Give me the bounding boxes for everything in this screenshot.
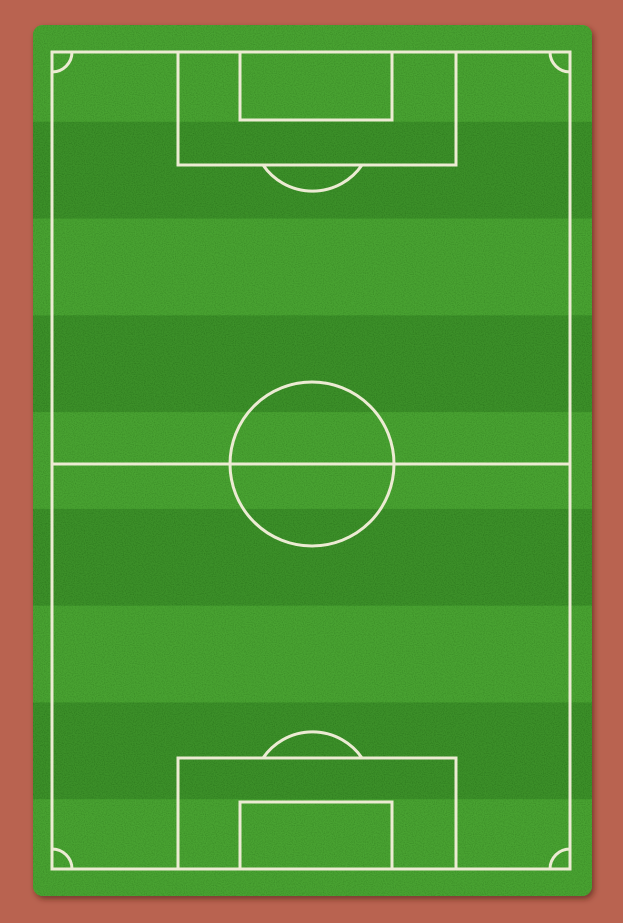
bottom-penalty-arc <box>261 730 364 759</box>
top-penalty-arc <box>261 164 364 193</box>
corner-arc-top-right <box>548 51 571 74</box>
center-circle <box>228 380 396 548</box>
corner-arc-top-left <box>51 51 74 74</box>
top-goal-area <box>238 50 394 122</box>
bottom-goal-area <box>238 800 394 871</box>
field-markings <box>50 50 572 871</box>
corner-arc-bottom-left <box>51 847 74 870</box>
corner-arc-bottom-right <box>548 847 571 870</box>
grass-texture <box>33 25 592 896</box>
